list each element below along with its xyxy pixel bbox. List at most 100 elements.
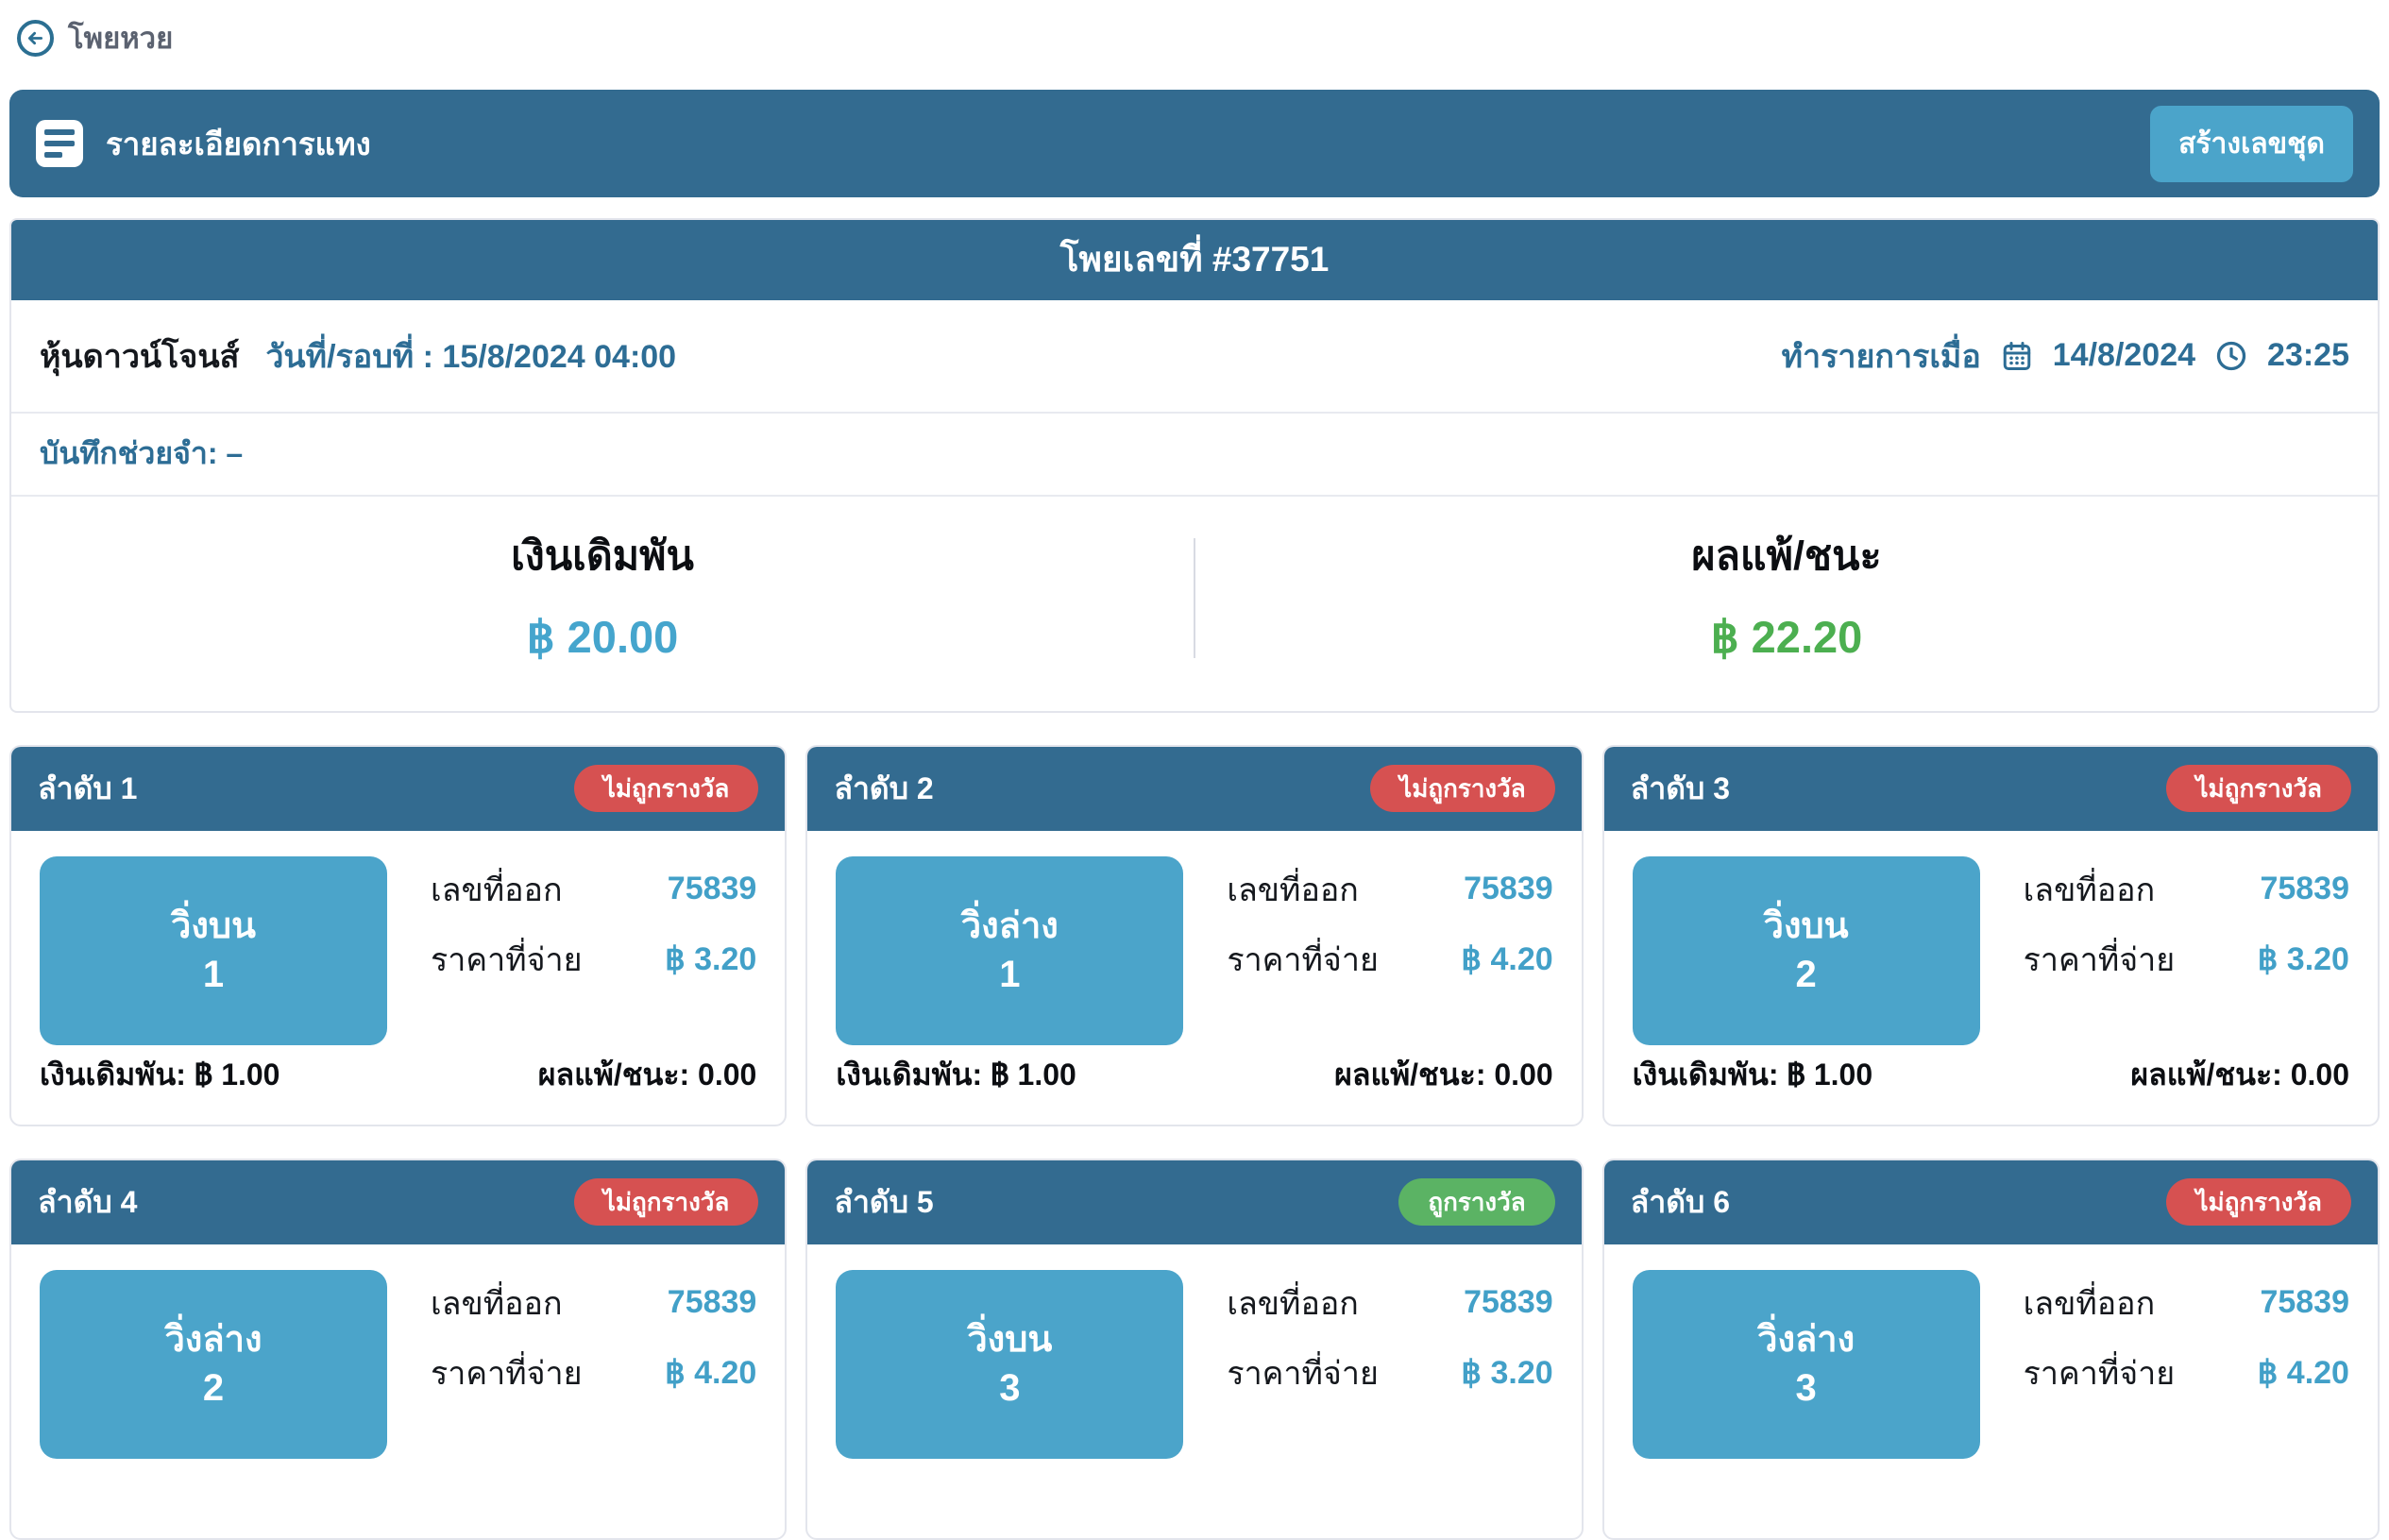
payout-rate-value: ฿ 4.20 [2257,1354,2349,1391]
bet-cards-grid: ลำดับ 1 ไม่ถูกรางวัล วิ่งบน 1 เลขที่ออก … [9,744,2380,1540]
bet-number: 2 [202,1366,225,1409]
bet-type-tile: วิ่งบน 1 [40,855,387,1045]
detail-header-title: รายละเอียดการแทง [106,126,371,161]
win-loss-label: ผลแพ้/ชนะ [1691,533,1882,579]
payout-rate-value: ฿ 3.20 [2257,940,2349,977]
create-number-set-button[interactable]: สร้างเลขชุด [2150,105,2353,182]
bet-type-tile: วิ่งล่าง 2 [40,1269,387,1459]
drawn-number-label: เลขที่ออก [2023,872,2156,908]
bet-card-header: ลำดับ 3 ไม่ถูกรางวัล [1603,746,2378,831]
card-result-text: ผลแพ้/ชนะ: 0.00 [1334,1057,1553,1092]
payout-rate-label: ราคาที่จ่าย [1227,941,1379,978]
payout-rate-label: ราคาที่จ่าย [431,941,583,978]
bet-card-footer [807,1513,1581,1538]
bet-card-footer [11,1513,785,1538]
created-label: ทำรายการเมื่อ [1781,338,1981,375]
ticket-info-row: หุ้นดาวน์โจนส์ วันที่/รอบที่ : 15/8/2024… [11,300,2378,414]
bet-total-amount: ฿ 20.00 [526,611,679,662]
summary-result-column: ผลแพ้/ชนะ ฿ 22.20 [1195,533,2378,662]
ticket-card: โพยเลขที่ #37751 หุ้นดาวน์โจนส์ วันที่/ร… [9,218,2380,713]
bet-card-footer: เงินเดิมพัน: ฿ 1.00 ผลแพ้/ชนะ: 0.00 [11,1051,785,1125]
payout-rate-label: ราคาที่จ่าย [431,1355,583,1392]
bet-card-header: ลำดับ 2 ไม่ถูกรางวัล [807,746,1582,831]
order-label: ลำดับ 2 [834,770,934,805]
back-button[interactable] [17,19,54,57]
card-stake-text: เงินเดิมพัน: ฿ 1.00 [40,1057,280,1092]
drawn-number-value: 75839 [1464,871,1553,907]
detail-header-bar: รายละเอียดการแทง สร้างเลขชุด [9,90,2380,197]
drawn-number-label: เลขที่ออก [1227,872,1359,908]
payout-rate-label: ราคาที่จ่าย [2023,1355,2176,1392]
bet-card-body: วิ่งล่าง 1 เลขที่ออก 75839 ราคาที่จ่าย ฿… [807,831,1581,1051]
bet-type-tile: วิ่งบน 2 [1632,855,1980,1045]
bet-card-footer [1604,1513,2378,1538]
drawn-number-label: เลขที่ออก [431,1285,563,1322]
drawn-number-value: 75839 [667,871,757,907]
order-label: ลำดับ 5 [834,1184,934,1219]
bet-number: 3 [999,1366,1021,1409]
bet-type-tile: วิ่งล่าง 3 [1632,1269,1980,1459]
bet-card-2: ลำดับ 2 ไม่ถูกรางวัล วิ่งล่าง 1 เลขที่ออ… [805,744,1584,1126]
bet-card-header: ลำดับ 1 ไม่ถูกรางวัล [11,746,786,831]
bet-card-body: วิ่งล่าง 3 เลขที่ออก 75839 ราคาที่จ่าย ฿… [1604,1244,2378,1513]
created-date: 14/8/2024 [2052,337,2196,374]
payout-rate-value: ฿ 3.20 [665,940,757,977]
summary-divider [1194,537,1195,658]
bet-total-label: เงินเดิมพัน [511,533,694,579]
bet-card-body: วิ่งล่าง 2 เลขที่ออก 75839 ราคาที่จ่าย ฿… [11,1244,785,1513]
memo-row: บันทึกช่วยจำ: – [11,414,2378,497]
drawn-number-value: 75839 [2260,871,2349,907]
drawn-number-label: เลขที่ออก [1227,1285,1359,1322]
bet-type-label: วิ่งล่าง [164,1319,263,1360]
win-loss-amount: ฿ 22.20 [1710,611,1863,662]
card-result-text: ผลแพ้/ชนะ: 0.00 [537,1057,757,1092]
bet-card-body: วิ่งบน 1 เลขที่ออก 75839 ราคาที่จ่าย ฿ 3… [11,831,785,1051]
payout-rate-label: ราคาที่จ่าย [1227,1355,1379,1392]
ticket-number-title: โพยเลขที่ #37751 [11,220,2378,300]
drawn-number-value: 75839 [2260,1284,2349,1321]
summary-bet-column: เงินเดิมพัน ฿ 20.00 [11,533,1194,662]
bet-card-body: วิ่งบน 2 เลขที่ออก 75839 ราคาที่จ่าย ฿ 3… [1604,831,2378,1051]
bet-card-1: ลำดับ 1 ไม่ถูกรางวัล วิ่งบน 1 เลขที่ออก … [9,744,788,1126]
bet-type-tile: วิ่งล่าง 1 [836,855,1184,1045]
round-datetime: วันที่/รอบที่ : 15/8/2024 04:00 [265,338,677,375]
drawn-number-value: 75839 [667,1284,757,1321]
clock-icon [2214,339,2248,373]
bet-card-4: ลำดับ 4 ไม่ถูกรางวัล วิ่งล่าง 2 เลขที่ออ… [9,1158,788,1540]
bet-type-label: วิ่งบน [967,1319,1053,1360]
card-stake-text: เงินเดิมพัน: ฿ 1.00 [836,1057,1076,1092]
drawn-number-value: 75839 [1464,1284,1553,1321]
status-badge: ไม่ถูกรางวัล [573,764,759,813]
payout-rate-value: ฿ 3.20 [1461,1354,1553,1391]
bet-card-3: ลำดับ 3 ไม่ถูกรางวัล วิ่งบน 2 เลขที่ออก … [1601,744,2380,1126]
drawn-number-label: เลขที่ออก [431,872,563,908]
bet-card-body: วิ่งบน 3 เลขที่ออก 75839 ราคาที่จ่าย ฿ 3… [807,1244,1581,1513]
bet-type-label: วิ่งบน [1763,905,1849,946]
status-badge: ไม่ถูกรางวัล [2166,764,2351,813]
ticket-summary: เงินเดิมพัน ฿ 20.00 ผลแพ้/ชนะ ฿ 22.20 [11,497,2378,711]
market-name: หุ้นดาวน์โจนส์ [40,338,240,375]
bet-card-header: ลำดับ 4 ไม่ถูกรางวัล [11,1159,786,1244]
created-time: 23:25 [2267,337,2349,374]
card-stake-text: เงินเดิมพัน: ฿ 1.00 [1632,1057,1873,1092]
bet-card-header: ลำดับ 5 ถูกรางวัล [807,1159,1582,1244]
order-label: ลำดับ 3 [1630,770,1731,805]
status-badge: ไม่ถูกรางวัล [573,1177,759,1227]
calendar-icon [2000,339,2034,373]
payout-rate-value: ฿ 4.20 [1461,940,1553,977]
payout-rate-value: ฿ 4.20 [665,1354,757,1391]
payout-rate-label: ราคาที่จ่าย [2023,941,2176,978]
page-title[interactable]: โพยหวย [68,22,174,55]
bet-number: 1 [202,953,225,995]
bet-type-label: วิ่งล่าง [1757,1319,1855,1360]
bet-type-label: วิ่งล่าง [960,905,1059,946]
order-label: ลำดับ 6 [1630,1184,1731,1219]
status-badge: ไม่ถูกรางวัล [2166,1177,2351,1227]
bet-type-tile: วิ่งบน 3 [836,1269,1184,1459]
bet-number: 1 [999,953,1021,995]
bet-card-footer: เงินเดิมพัน: ฿ 1.00 ผลแพ้/ชนะ: 0.00 [807,1051,1581,1125]
bet-number: 3 [1795,1366,1817,1409]
card-result-text: ผลแพ้/ชนะ: 0.00 [2130,1057,2349,1092]
bet-card-5: ลำดับ 5 ถูกรางวัล วิ่งบน 3 เลขที่ออก 758… [805,1158,1584,1540]
bet-card-6: ลำดับ 6 ไม่ถูกรางวัล วิ่งล่าง 3 เลขที่ออ… [1601,1158,2380,1540]
